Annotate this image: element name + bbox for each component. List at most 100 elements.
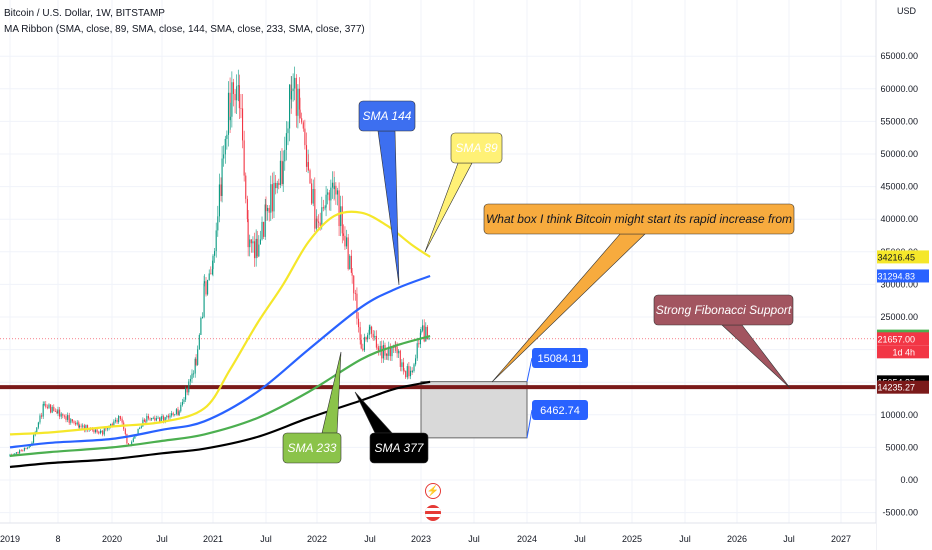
price-candle-body bbox=[335, 185, 337, 195]
price-candle-body bbox=[181, 401, 183, 405]
price-label-bg bbox=[877, 345, 929, 359]
price-candle-body bbox=[359, 327, 361, 340]
price-candle-body bbox=[328, 192, 330, 201]
price-candle-body bbox=[215, 230, 217, 252]
price-candle-body bbox=[315, 218, 317, 229]
price-candle-body bbox=[369, 326, 371, 330]
x-tick-label: Jul bbox=[783, 534, 795, 544]
price-candle-body bbox=[177, 409, 179, 415]
price-candle-body bbox=[234, 94, 236, 101]
price-candle-body bbox=[357, 318, 360, 328]
x-tick-label: 2024 bbox=[517, 534, 537, 544]
price-candle-body bbox=[226, 134, 228, 139]
price-candle-body bbox=[221, 158, 223, 196]
price-candle-body bbox=[207, 280, 209, 295]
price-candle-body bbox=[299, 109, 301, 119]
price-candle-body bbox=[243, 140, 245, 176]
y-tick-label: 30000.00 bbox=[880, 279, 918, 289]
projection-price-leader bbox=[526, 409, 533, 438]
price-candle-body bbox=[42, 404, 44, 417]
price-candle-body bbox=[82, 425, 84, 427]
price-candle-body bbox=[203, 281, 205, 284]
price-candle-body bbox=[75, 422, 77, 425]
price-candle-body bbox=[99, 430, 101, 434]
price-candle-body bbox=[311, 183, 313, 204]
price-candle-body bbox=[379, 345, 381, 351]
price-candle-body bbox=[354, 293, 356, 295]
price-candle-body bbox=[418, 343, 420, 345]
indicator-legend[interactable]: MA Ribbon (SMA, close, 89, SMA, close, 1… bbox=[4, 24, 365, 35]
price-candle-body bbox=[166, 415, 168, 418]
price-label: 1d 4h bbox=[892, 347, 915, 357]
price-label: 34216.45 bbox=[877, 252, 915, 262]
y-tick-label: 0.00 bbox=[900, 475, 918, 485]
price-candle-body bbox=[198, 334, 200, 350]
y-tick-label: 65000.00 bbox=[880, 51, 918, 61]
y-tick-label: 40000.00 bbox=[880, 214, 918, 224]
y-tick-label: 50000.00 bbox=[880, 149, 918, 159]
x-tick-label: Jul bbox=[260, 534, 272, 544]
price-candle-body bbox=[273, 182, 275, 212]
price-candle-body bbox=[305, 145, 308, 167]
price-label-bg bbox=[877, 269, 929, 283]
price-label-bg bbox=[877, 380, 929, 394]
flash-event-icon[interactable]: ⚡ bbox=[425, 483, 441, 499]
price-candle-body bbox=[171, 413, 173, 416]
price-candle-body bbox=[250, 239, 252, 244]
price-candle-body bbox=[152, 417, 154, 419]
price-candle-body bbox=[102, 430, 104, 435]
price-candle-body bbox=[45, 404, 47, 407]
price-candle-body bbox=[253, 241, 256, 259]
price-candle-body bbox=[76, 422, 78, 425]
price-candle-body bbox=[319, 222, 321, 226]
price-candle-body bbox=[98, 432, 100, 434]
price-candle-body bbox=[249, 239, 251, 248]
projection-price-tag bbox=[532, 348, 588, 368]
price-candle-body bbox=[218, 184, 220, 217]
price-candle-body bbox=[389, 346, 391, 357]
price-candle-body bbox=[381, 345, 383, 359]
price-candle-body bbox=[278, 182, 280, 186]
x-tick-label: Jul bbox=[468, 534, 480, 544]
price-candle-body bbox=[276, 182, 278, 189]
price-candle-body bbox=[154, 417, 156, 421]
price-candle-body bbox=[270, 184, 272, 213]
price-candle-body bbox=[341, 206, 343, 234]
price-candle-body bbox=[301, 118, 303, 123]
price-candle-body bbox=[217, 216, 219, 231]
y-tick-label: -5000.00 bbox=[882, 508, 918, 518]
price-candle-body bbox=[83, 425, 85, 431]
price-candle-body bbox=[29, 445, 31, 447]
annotation-callout bbox=[282, 432, 342, 464]
price-candle-body bbox=[247, 219, 249, 248]
price-candle-body bbox=[23, 447, 25, 451]
price-candle-body bbox=[252, 241, 254, 244]
price-candle-body bbox=[50, 404, 52, 413]
price-candle-body bbox=[188, 381, 190, 393]
price-candle-body bbox=[350, 255, 352, 273]
x-tick-label: 2025 bbox=[622, 534, 642, 544]
price-candle-body bbox=[17, 452, 19, 454]
price-candle-body bbox=[155, 418, 157, 421]
projection-price-leader bbox=[526, 357, 533, 382]
price-candle-body bbox=[146, 415, 148, 422]
price-candle-body bbox=[295, 77, 297, 116]
price-candle-body bbox=[178, 411, 180, 415]
time-axis-bg bbox=[0, 523, 876, 550]
price-candle-body bbox=[86, 425, 89, 431]
price-candle-body bbox=[321, 207, 323, 226]
price-candle-body bbox=[80, 425, 82, 427]
price-candle-body bbox=[297, 88, 299, 116]
price-candle-body bbox=[200, 317, 202, 335]
price-candle-body bbox=[144, 421, 146, 423]
price-candle-body bbox=[386, 353, 388, 356]
price-label-bg bbox=[877, 332, 929, 346]
us-flag-event-icon[interactable] bbox=[425, 505, 441, 521]
price-candle-body bbox=[268, 207, 270, 213]
price-candle-body bbox=[48, 404, 50, 408]
projection-price-text: 6462.74 bbox=[540, 405, 580, 417]
price-candle-body bbox=[365, 337, 367, 340]
symbol-title[interactable]: Bitcoin / U.S. Dollar, 1W, BITSTAMP bbox=[4, 8, 165, 19]
price-candle-body bbox=[382, 345, 384, 359]
